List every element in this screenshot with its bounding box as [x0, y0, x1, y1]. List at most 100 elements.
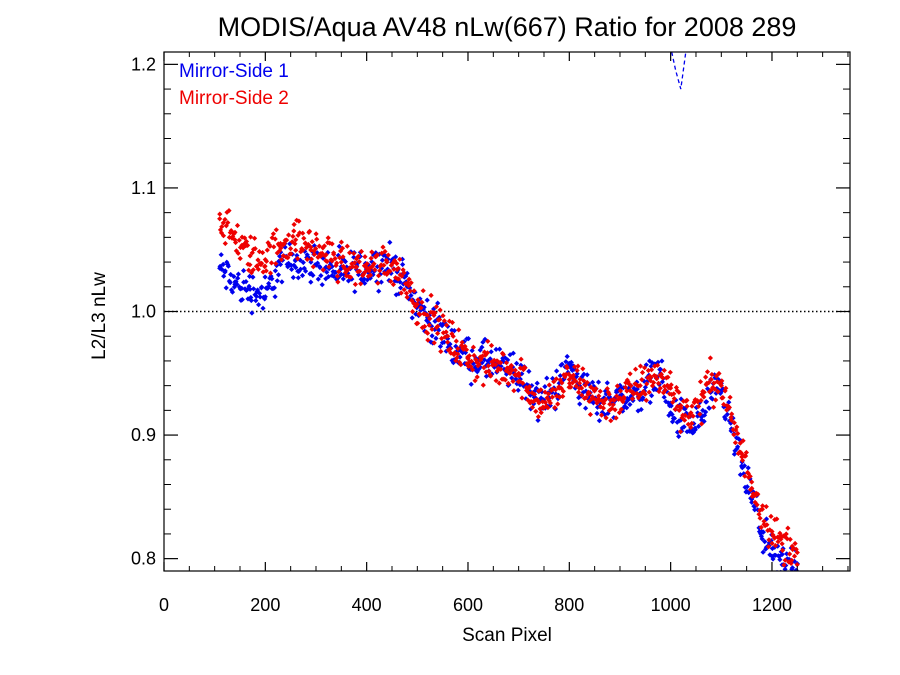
data-point	[533, 408, 539, 414]
data-point	[695, 399, 701, 405]
data-point	[607, 401, 613, 407]
data-point	[668, 382, 674, 388]
data-point	[787, 551, 793, 557]
data-point	[669, 411, 675, 418]
data-point	[680, 412, 686, 418]
data-point	[635, 408, 641, 414]
data-point	[472, 378, 478, 384]
data-point	[676, 407, 682, 413]
data-point	[526, 390, 532, 396]
data-point	[340, 254, 346, 260]
data-point	[278, 257, 284, 263]
axes: 0 200 400 600 800 1000 1200 0.8 0.9 1.0 1.1 1.2	[131, 51, 851, 615]
data-point	[788, 560, 794, 566]
data-point	[360, 278, 366, 284]
data-point	[455, 351, 461, 357]
data-point	[747, 473, 753, 479]
data-point	[585, 389, 592, 395]
data-point	[727, 394, 733, 400]
data-point	[449, 327, 455, 333]
data-point	[772, 543, 779, 549]
data-point	[470, 361, 476, 367]
data-point	[707, 355, 713, 361]
data-point	[718, 381, 724, 387]
data-point	[469, 348, 475, 354]
data-point	[403, 290, 410, 296]
data-point	[235, 271, 241, 277]
data-point	[455, 346, 461, 352]
data-point	[654, 376, 660, 382]
data-point	[706, 389, 713, 395]
data-point	[768, 538, 774, 544]
data-point	[768, 513, 774, 519]
data-point	[338, 239, 344, 245]
data-point	[742, 484, 748, 490]
data-point	[248, 270, 255, 276]
data-point	[633, 366, 639, 372]
data-point	[260, 305, 266, 311]
data-point	[300, 230, 306, 236]
data-point	[759, 536, 765, 542]
data-point	[413, 302, 419, 308]
data-point	[419, 299, 425, 305]
data-point	[579, 385, 585, 391]
data-point	[682, 406, 688, 412]
data-point	[352, 281, 358, 287]
y-tick-label: 1.2	[131, 54, 156, 74]
data-point	[722, 388, 728, 394]
data-point	[508, 362, 514, 369]
data-point	[708, 376, 714, 383]
data-point	[398, 290, 404, 296]
data-point	[534, 380, 540, 386]
data-point	[415, 320, 421, 326]
data-point	[384, 271, 390, 277]
data-point	[601, 395, 607, 401]
data-point	[755, 507, 761, 513]
data-point	[745, 470, 751, 477]
data-point	[431, 340, 437, 346]
data-point	[243, 238, 250, 245]
data-point	[648, 363, 654, 369]
data-point	[794, 574, 799, 579]
data-point	[785, 525, 791, 531]
data-point	[242, 286, 248, 292]
data-point	[458, 348, 464, 354]
data-point	[329, 241, 335, 247]
data-point	[303, 245, 309, 251]
data-point	[606, 394, 612, 400]
data-point	[705, 386, 711, 392]
data-point	[688, 424, 694, 430]
data-point	[704, 399, 710, 405]
data-point	[507, 352, 513, 358]
data-point	[385, 256, 391, 262]
data-point	[349, 276, 355, 282]
data-point	[573, 378, 579, 384]
data-point	[299, 246, 305, 252]
data-point	[556, 384, 562, 390]
data-point	[563, 359, 569, 365]
data-point	[382, 248, 388, 255]
data-point	[782, 566, 788, 571]
data-point	[340, 263, 346, 269]
data-point	[248, 234, 254, 240]
data-point	[311, 251, 317, 257]
data-point	[690, 413, 696, 419]
data-point	[711, 380, 717, 386]
data-point	[285, 264, 291, 270]
data-point	[409, 315, 415, 321]
data-point	[572, 364, 578, 370]
data-point	[689, 403, 695, 409]
data-point	[296, 218, 302, 224]
data-point	[771, 535, 778, 541]
data-point	[331, 251, 337, 257]
data-point	[680, 398, 687, 404]
data-point	[758, 531, 764, 537]
data-point	[223, 285, 229, 291]
data-point	[288, 246, 294, 252]
data-point	[252, 246, 258, 252]
data-point	[453, 343, 459, 349]
data-point	[385, 252, 391, 258]
data-point	[701, 418, 707, 424]
data-point	[543, 403, 549, 409]
